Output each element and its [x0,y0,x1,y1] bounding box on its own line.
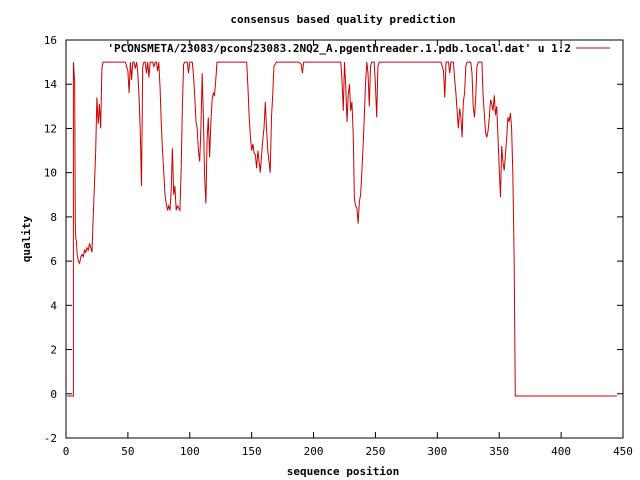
y-tick-label: 12 [44,122,57,135]
x-tick-label: 150 [242,445,262,458]
y-tick-label: 8 [50,211,57,224]
x-tick-label: 200 [304,445,324,458]
x-tick-label: 400 [551,445,571,458]
chart-title: consensus based quality prediction [230,13,455,26]
y-tick-label: 16 [44,34,57,47]
plot-frame [65,39,624,439]
y-tick-label: 6 [50,255,57,268]
y-tick-label: 0 [50,388,57,401]
x-tick-label: 450 [613,445,633,458]
y-tick-label: 10 [44,167,57,180]
y-tick-label: 14 [44,78,58,91]
legend: 'PCONSMETA/23083/pcons23083.2NQ2_A.pgent… [107,42,610,55]
y-tick-label: -2 [44,432,57,445]
y-axis-label: quality [20,215,33,262]
axis-ticks: 0 50 100 150 200 250 300 350 400 450 -2 0 2 4 6 8 10 12 14… [44,34,633,458]
series-layer [67,61,617,397]
series-line [67,61,617,397]
x-tick-label: 300 [427,445,447,458]
x-tick-label: 0 [63,445,70,458]
x-tick-label: 100 [180,445,200,458]
x-axis-label: sequence position [287,465,400,478]
y-tick-label: 4 [50,299,57,312]
x-tick-label: 350 [489,445,509,458]
x-tick-label: 50 [121,445,134,458]
y-tick-label: 2 [50,344,57,357]
legend-label: 'PCONSMETA/23083/pcons23083.2NQ2_A.pgent… [107,42,571,55]
x-tick-label: 250 [366,445,386,458]
